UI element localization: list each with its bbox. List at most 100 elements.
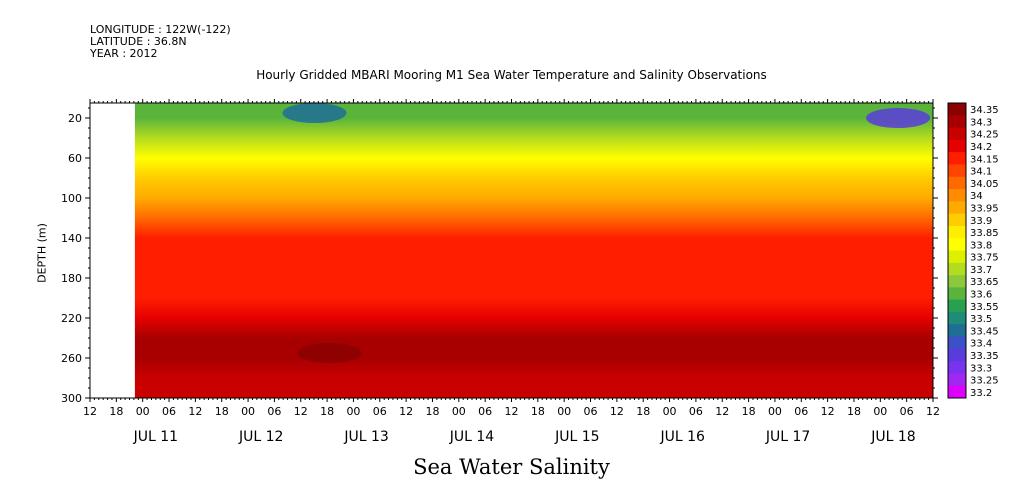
x-day-label: JUL 15 — [554, 429, 599, 445]
colorbar-swatch — [948, 103, 966, 116]
colorbar-swatch — [948, 238, 966, 251]
x-hour-tick-label: 00 — [663, 405, 677, 418]
colorbar-swatch — [948, 139, 966, 153]
colorbar-swatch — [948, 213, 966, 227]
x-hour-tick-label: 12 — [610, 405, 624, 418]
colorbar-label: 33.65 — [970, 277, 999, 288]
colorbar-label: 33.95 — [970, 203, 999, 214]
x-hour-tick-label: 06 — [794, 405, 808, 418]
x-hour-tick-label: 12 — [505, 405, 519, 418]
colorbar-swatch — [948, 287, 966, 301]
colorbar-swatch — [948, 275, 966, 288]
colorbar-swatch — [948, 164, 966, 178]
colorbar-label: 33.55 — [970, 302, 999, 313]
x-day-label: JUL 16 — [660, 429, 706, 445]
colorbar-swatch — [948, 311, 966, 325]
colorbar-label: 33.6 — [970, 290, 992, 301]
colorbar-label: 34.3 — [970, 117, 992, 128]
colorbar-swatch — [948, 115, 966, 129]
colorbar-label: 34.15 — [970, 154, 999, 165]
salinity-feature-2 — [297, 343, 362, 363]
x-hour-tick-label: 00 — [873, 405, 887, 418]
colorbar-swatch — [948, 299, 966, 313]
x-hour-tick-label: 06 — [162, 405, 176, 418]
x-hour-tick-label: 12 — [399, 405, 413, 418]
x-hour-tick-label: 00 — [557, 405, 571, 418]
colorbar-label: 33.8 — [970, 240, 992, 251]
year-label: YEAR : 2012 — [90, 47, 158, 60]
y-tick-label: 60 — [68, 152, 82, 165]
x-hour-tick-label: 12 — [715, 405, 729, 418]
x-hour-tick-label: 06 — [478, 405, 492, 418]
salinity-profile-field — [134, 103, 933, 398]
x-day-label: JUL 17 — [765, 429, 810, 445]
colorbar-swatch — [948, 189, 966, 202]
x-axis-label: Sea Water Salinity — [413, 455, 610, 479]
colorbar-label: 34.35 — [970, 105, 999, 116]
colorbar-label: 33.3 — [970, 363, 992, 374]
colorbar-frame — [947, 102, 967, 399]
x-hour-tick-label: 00 — [346, 405, 360, 418]
colorbar-label: 33.7 — [970, 265, 992, 276]
colorbar-swatch — [948, 324, 966, 338]
x-axis: 12 18 00 06 12 18 00 06 12 18 00 06 12 18 00 06 12 18 00 06… — [83, 99, 940, 445]
colorbar-label: 33.4 — [970, 339, 992, 350]
colorbar-label: 33.45 — [970, 326, 999, 337]
salinity-feature-1 — [282, 103, 347, 123]
x-hour-tick-label: 12 — [926, 405, 940, 418]
x-hour-tick-label: 18 — [320, 405, 334, 418]
colorbar-label: 33.85 — [970, 228, 999, 239]
salinity-features — [282, 103, 931, 363]
colorbar-label: 33.9 — [970, 216, 992, 227]
colorbar-swatch — [948, 201, 966, 215]
colorbar-swatch — [948, 361, 966, 374]
y-tick-label: 300 — [61, 392, 82, 405]
x-hour-tick-label: 06 — [584, 405, 598, 418]
chart-title: Hourly Gridded MBARI Mooring M1 Sea Wate… — [256, 68, 767, 82]
y-tick-label: 180 — [61, 272, 82, 285]
x-hour-tick-label: 18 — [215, 405, 229, 418]
x-day-label: JUL 11 — [133, 429, 178, 445]
longitude-label: LONGITUDE : 122W(-122) — [90, 23, 231, 36]
y-tick-label: 260 — [61, 352, 82, 365]
x-hour-tick-label: 18 — [636, 405, 650, 418]
colorbar-swatch — [948, 262, 966, 276]
colorbar-label: 33.25 — [970, 376, 999, 387]
x-day-label: JUL 18 — [870, 429, 915, 445]
colorbar-label: 33.35 — [970, 351, 999, 362]
x-hour-tick-label: 00 — [136, 405, 150, 418]
x-hour-tick-label: 06 — [900, 405, 914, 418]
x-hour-tick-label: 12 — [294, 405, 308, 418]
colorbar-label: 34.2 — [970, 142, 992, 153]
colorbar-swatch — [948, 127, 966, 141]
x-hour-tick-label: 00 — [452, 405, 466, 418]
colorbar-swatch — [948, 348, 966, 362]
x-hour-tick-label: 00 — [241, 405, 255, 418]
salinity-field — [134, 103, 933, 398]
x-hour-tick-label: 18 — [847, 405, 861, 418]
x-day-label: JUL 14 — [449, 429, 495, 445]
colorbar-swatch — [948, 152, 966, 165]
x-hour-tick-label: 06 — [373, 405, 387, 418]
x-hour-tick-label: 06 — [689, 405, 703, 418]
y-tick-label: 140 — [61, 232, 82, 245]
colorbar-swatch — [948, 176, 966, 190]
y-tick-label: 20 — [68, 112, 82, 125]
x-day-label: JUL 12 — [238, 429, 283, 445]
y-axis: 20 60 100 140 180 220 260 300 — [61, 107, 938, 405]
y-tick-label: 100 — [61, 192, 82, 205]
x-hour-tick-label: 18 — [742, 405, 756, 418]
latitude-label: LATITUDE : 36.8N — [90, 35, 187, 48]
colorbar-label: 34.05 — [970, 179, 999, 190]
x-hour-tick-label: 18 — [109, 405, 123, 418]
x-hour-tick-label: 18 — [425, 405, 439, 418]
y-tick-label: 220 — [61, 312, 82, 325]
x-day-label: JUL 13 — [343, 429, 388, 445]
x-hour-tick-label: 12 — [188, 405, 202, 418]
colorbar-label: 34 — [970, 191, 983, 202]
colorbar-label: 34.25 — [970, 130, 999, 141]
colorbar-swatch — [948, 250, 966, 264]
x-hour-tick-label: 18 — [531, 405, 545, 418]
